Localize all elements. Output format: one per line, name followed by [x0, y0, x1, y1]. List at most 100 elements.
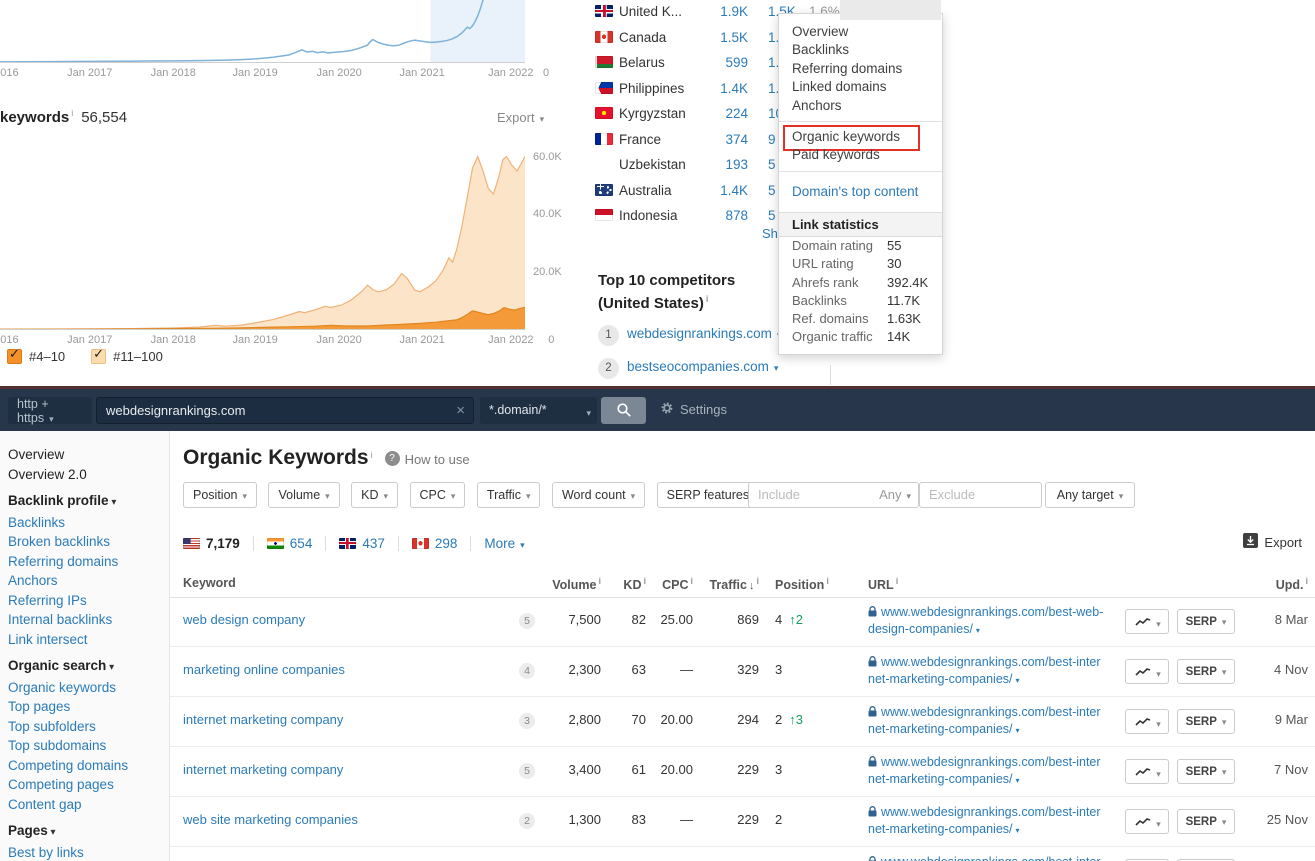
clear-icon[interactable]: × [456, 402, 465, 419]
checkbox-icon[interactable] [7, 346, 22, 364]
country-tab[interactable]: 298 [397, 535, 457, 551]
result-url-link[interactable]: www.webdesignrankings.com/best-internet-… [868, 755, 1101, 786]
country-tab[interactable]: 7,179 [183, 536, 240, 551]
any-target-select[interactable]: Any target [1045, 482, 1135, 508]
chevron-down-icon[interactable] [769, 358, 779, 375]
position-history-button[interactable] [1125, 709, 1169, 734]
menu-item[interactable]: Referring domains [792, 60, 903, 76]
country-tab[interactable]: 437 [325, 535, 385, 551]
serp-dropdown-button[interactable]: SERP [1177, 609, 1235, 634]
column-header-cpc[interactable]: CPC [643, 576, 693, 592]
result-url-link[interactable]: www.webdesignrankings.com/best-internet-… [868, 655, 1101, 686]
checkbox-icon[interactable] [91, 346, 107, 364]
sidebar-item[interactable]: Link intersect [8, 631, 88, 647]
menu-item[interactable]: Overview [792, 24, 849, 39]
chevron-down-icon[interactable] [772, 325, 782, 342]
sidebar-item[interactable]: Referring IPs [8, 592, 87, 608]
country-keywords-link[interactable]: 224 [725, 106, 748, 121]
position-history-button[interactable] [1125, 859, 1169, 861]
serp-dropdown-button[interactable]: SERP [1177, 859, 1235, 861]
legend-toggle-11-100[interactable]: #11–100 [91, 346, 163, 364]
country-traffic-link[interactable]: 5 [768, 208, 776, 223]
country-traffic-link[interactable]: 5 [768, 182, 776, 198]
include-mode-select[interactable]: Any [879, 483, 911, 507]
keyword-link[interactable]: internet marketing company [183, 762, 344, 777]
country-keywords-link[interactable]: 1.5K [720, 29, 748, 45]
competitor-domain-link[interactable]: webdesignrankings.com [627, 326, 772, 341]
chevron-down-icon[interactable] [1013, 672, 1020, 686]
country-tab[interactable]: 654 [252, 535, 312, 551]
country-keywords-link[interactable]: 374 [725, 131, 748, 147]
menu-item[interactable]: Backlinks [792, 42, 850, 58]
country-traffic-link[interactable]: 9 [768, 131, 776, 147]
position-history-button[interactable] [1125, 659, 1169, 684]
serp-dropdown-button[interactable]: SERP [1177, 759, 1235, 784]
column-header-url[interactable]: URL [868, 576, 898, 592]
keyword-link[interactable]: web site marketing companies [183, 812, 358, 827]
column-header-upd[interactable]: Upd. [1238, 576, 1308, 592]
position-history-button[interactable] [1125, 609, 1169, 634]
competitor-domain-link[interactable]: bestseocompanies.com [627, 359, 769, 374]
sidebar-item[interactable]: Organic keywords [8, 679, 117, 695]
sidebar-item[interactable]: Backlinks [8, 514, 66, 530]
filter-button[interactable]: Volume [268, 482, 340, 508]
column-header-keyword[interactable]: Keyword [183, 576, 236, 590]
result-url-link[interactable]: www.webdesignrankings.com/best-web-desig… [868, 605, 1104, 636]
chevron-down-icon[interactable] [1013, 822, 1020, 836]
country-traffic-link[interactable]: 5 [768, 157, 776, 172]
chevron-down-icon[interactable] [1013, 772, 1020, 786]
result-url-link[interactable]: www.webdesignrankings.com/best-internet-… [868, 805, 1101, 836]
filter-button[interactable]: Position [183, 482, 258, 508]
result-url-link[interactable]: www.webdesignrankings.com/best-inter [881, 855, 1101, 861]
search-button[interactable] [601, 397, 646, 424]
result-url-link[interactable]: www.webdesignrankings.com/best-internet-… [868, 705, 1101, 736]
serp-dropdown-button[interactable]: SERP [1177, 709, 1235, 734]
more-countries-dropdown[interactable]: More [470, 535, 525, 551]
menu-item[interactable]: Linked domains [792, 79, 887, 95]
keyword-link[interactable]: marketing online companies [183, 662, 345, 677]
country-keywords-link[interactable]: 1.4K [720, 80, 748, 96]
sidebar-group-header[interactable]: Backlink profile [8, 491, 169, 513]
sidebar-item[interactable]: Top subdomains [8, 738, 107, 753]
menu-item[interactable]: Anchors [792, 97, 842, 113]
legend-toggle-4-10[interactable]: #4–10 [7, 346, 65, 364]
sidebar-item[interactable]: Internal backlinks [8, 612, 113, 627]
sidebar-item[interactable]: Top pages [8, 699, 71, 714]
export-dropdown[interactable]: Export [497, 110, 544, 125]
exclude-filter-input[interactable]: Exclude [919, 482, 1042, 508]
country-traffic-link[interactable]: 1. [768, 55, 780, 70]
search-input[interactable]: webdesignrankings.com × [96, 397, 474, 424]
scope-select[interactable]: *.domain/* [480, 397, 597, 424]
country-keywords-link[interactable]: 599 [725, 55, 748, 70]
menu-item-organic-keywords[interactable]: Organic keywords [779, 125, 942, 152]
export-button[interactable]: Export [1243, 533, 1302, 551]
chevron-down-icon[interactable] [1013, 722, 1020, 736]
country-traffic-link[interactable]: 1. [768, 80, 780, 96]
country-keywords-link[interactable]: 878 [725, 208, 748, 223]
include-filter-input[interactable]: Include Any [748, 482, 919, 508]
column-header-volume[interactable]: Volume [531, 576, 601, 592]
help-icon[interactable]: ? [384, 450, 400, 466]
position-history-button[interactable] [1125, 809, 1169, 834]
sidebar-item[interactable]: Top subfolders [8, 718, 96, 734]
country-keywords-link[interactable]: 1.9K [720, 4, 748, 19]
sidebar-item[interactable]: Best by links [8, 844, 84, 860]
settings-button[interactable]: Settings [660, 401, 727, 418]
column-header-position[interactable]: Position [775, 576, 829, 592]
sidebar-group-header[interactable]: Pages [8, 821, 169, 843]
country-traffic-link[interactable]: 1. [768, 29, 780, 45]
sidebar-item[interactable]: Competing pages [8, 777, 114, 792]
country-keywords-link[interactable]: 193 [725, 157, 748, 172]
menu-item-paid-keywords[interactable]: Paid keywords [792, 147, 880, 163]
sidebar-item[interactable]: Overview 2.0 [8, 466, 87, 482]
sidebar-item[interactable]: Referring domains [8, 553, 119, 569]
serp-dropdown-button[interactable]: SERP [1177, 659, 1235, 684]
filter-button[interactable]: CPC [409, 482, 466, 508]
keyword-link[interactable]: web design company [183, 612, 306, 627]
sidebar-item[interactable]: Anchors [8, 573, 58, 588]
sidebar-group-header[interactable]: Organic search [8, 656, 169, 678]
chevron-down-icon[interactable] [973, 622, 980, 636]
sidebar-item[interactable]: Overview [8, 447, 65, 462]
filter-button[interactable]: Word count [551, 482, 646, 508]
sidebar-item[interactable]: Content gap [8, 796, 82, 812]
